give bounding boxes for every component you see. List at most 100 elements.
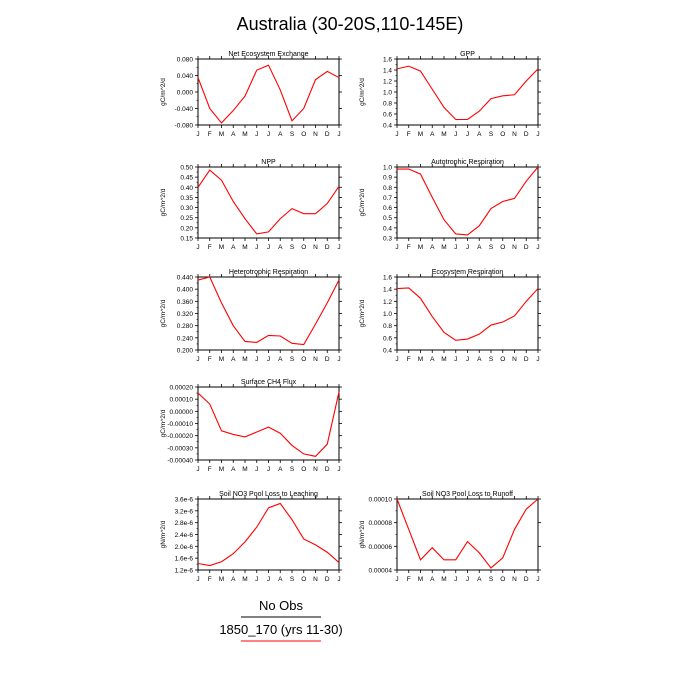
y-tick-label: 0.3: [383, 236, 392, 243]
y-tick-label: 0.6: [383, 335, 392, 342]
x-tick-label: N: [512, 244, 517, 251]
y-axis-label: gC/m^2/d: [359, 188, 366, 216]
x-tick-label: F: [208, 244, 212, 251]
x-tick-label: N: [313, 466, 318, 473]
y-tick-label: 0.00010: [170, 397, 194, 404]
x-tick-label: F: [208, 356, 212, 363]
x-tick-label: A: [278, 131, 283, 138]
x-tick-label: F: [208, 576, 212, 583]
x-tick-label: A: [278, 244, 283, 251]
y-axis-label: gC/m^2/d: [359, 78, 366, 106]
x-tick-label: J: [536, 244, 539, 251]
x-tick-label: J: [255, 244, 258, 251]
x-tick-label: D: [524, 356, 529, 363]
x-tick-label: M: [242, 576, 247, 583]
x-tick-label: O: [301, 576, 306, 583]
x-tick-label: J: [454, 131, 457, 138]
y-tick-label: 1.4: [383, 287, 392, 294]
x-tick-label: J: [267, 356, 270, 363]
x-tick-label: M: [242, 356, 247, 363]
figure-title: Australia (30-20S,110-145E): [237, 14, 464, 34]
x-tick-label: A: [477, 356, 482, 363]
x-tick-label: M: [418, 356, 423, 363]
y-tick-label: 0.00004: [369, 568, 393, 575]
x-tick-label: S: [290, 244, 295, 251]
panel-frame: [197, 276, 340, 351]
series-line: [397, 166, 539, 236]
panel-frame: [197, 386, 340, 461]
y-tick-label: 0.30: [180, 205, 193, 212]
x-tick-label: A: [430, 356, 435, 363]
y-tick-label: 0.6: [383, 205, 392, 212]
x-tick-label: J: [196, 244, 199, 251]
y-tick-label: 0.9: [383, 175, 392, 182]
x-tick-label: A: [231, 244, 236, 251]
y-tick-label: 0.8: [383, 185, 392, 192]
x-tick-label: S: [290, 466, 295, 473]
y-axis-label: gN/m^2/d: [359, 520, 366, 548]
series-line: [396, 287, 539, 341]
x-tick-label: A: [231, 466, 236, 473]
x-tick-label: D: [325, 576, 330, 583]
y-tick-label: 0.00008: [369, 520, 393, 527]
x-tick-label: O: [301, 244, 306, 251]
x-tick-label: A: [430, 131, 435, 138]
x-tick-label: M: [219, 131, 224, 138]
panel-title: Net Ecosystem Exchange: [228, 51, 308, 58]
y-tick-label: 0.4: [383, 225, 392, 232]
series-line: [197, 64, 340, 124]
x-tick-label: J: [337, 466, 340, 473]
x-tick-label: D: [325, 356, 330, 363]
x-tick-label: F: [208, 466, 212, 473]
y-tick-label: 0.25: [180, 215, 193, 222]
y-tick-label: 0.320: [177, 311, 194, 318]
x-tick-label: F: [407, 356, 411, 363]
x-tick-label: M: [219, 356, 224, 363]
x-tick-label: N: [313, 356, 318, 363]
x-tick-label: M: [441, 576, 446, 583]
panel-title: Autotrophic Respiration: [431, 159, 504, 166]
x-tick-label: F: [407, 576, 411, 583]
x-tick-label: M: [441, 356, 446, 363]
panel-title: Soil NO3 Pool Loss to Runoff: [422, 491, 513, 498]
y-tick-label: 1.6: [383, 57, 392, 64]
y-tick-label: -0.00020: [167, 433, 193, 440]
x-tick-label: A: [477, 131, 482, 138]
y-tick-label: 0.00020: [170, 385, 194, 392]
x-tick-label: O: [500, 131, 505, 138]
x-tick-label: J: [466, 576, 469, 583]
x-tick-label: J: [466, 131, 469, 138]
legend-label: No Obs: [259, 598, 304, 613]
x-tick-label: D: [524, 131, 529, 138]
x-tick-label: J: [255, 576, 258, 583]
x-tick-label: D: [524, 244, 529, 251]
panel-frame: [396, 498, 539, 571]
y-tick-label: 2.4e-6: [175, 532, 194, 539]
x-tick-label: O: [301, 466, 306, 473]
x-tick-label: J: [395, 576, 398, 583]
y-tick-label: 1.0: [383, 311, 392, 318]
x-tick-label: J: [536, 356, 539, 363]
panel-frame: [396, 166, 539, 239]
x-tick-label: J: [454, 356, 457, 363]
y-axis-label: gC/m^2/d: [160, 188, 167, 216]
y-tick-label: 0.440: [177, 275, 194, 282]
x-tick-label: D: [524, 576, 529, 583]
x-tick-label: F: [407, 131, 411, 138]
x-tick-label: N: [512, 356, 517, 363]
x-tick-label: A: [231, 576, 236, 583]
x-tick-label: S: [290, 131, 295, 138]
panel-title: Ecosystem Respiration: [432, 269, 504, 276]
x-tick-label: J: [267, 244, 270, 251]
y-axis-label: gC/m^2/d: [359, 299, 366, 327]
chart-panel: Net Ecosystem Exchange 0.080 0.040 0.000 -0.…: [160, 51, 342, 138]
y-tick-label: -0.00010: [167, 421, 193, 428]
legend: No Obs 1850_170 (yrs 11-30): [219, 598, 343, 642]
x-tick-label: S: [489, 576, 494, 583]
y-tick-label: 0.5: [383, 215, 392, 222]
y-tick-label: 0.400: [177, 287, 194, 294]
x-tick-label: J: [466, 244, 469, 251]
x-tick-label: A: [231, 131, 236, 138]
